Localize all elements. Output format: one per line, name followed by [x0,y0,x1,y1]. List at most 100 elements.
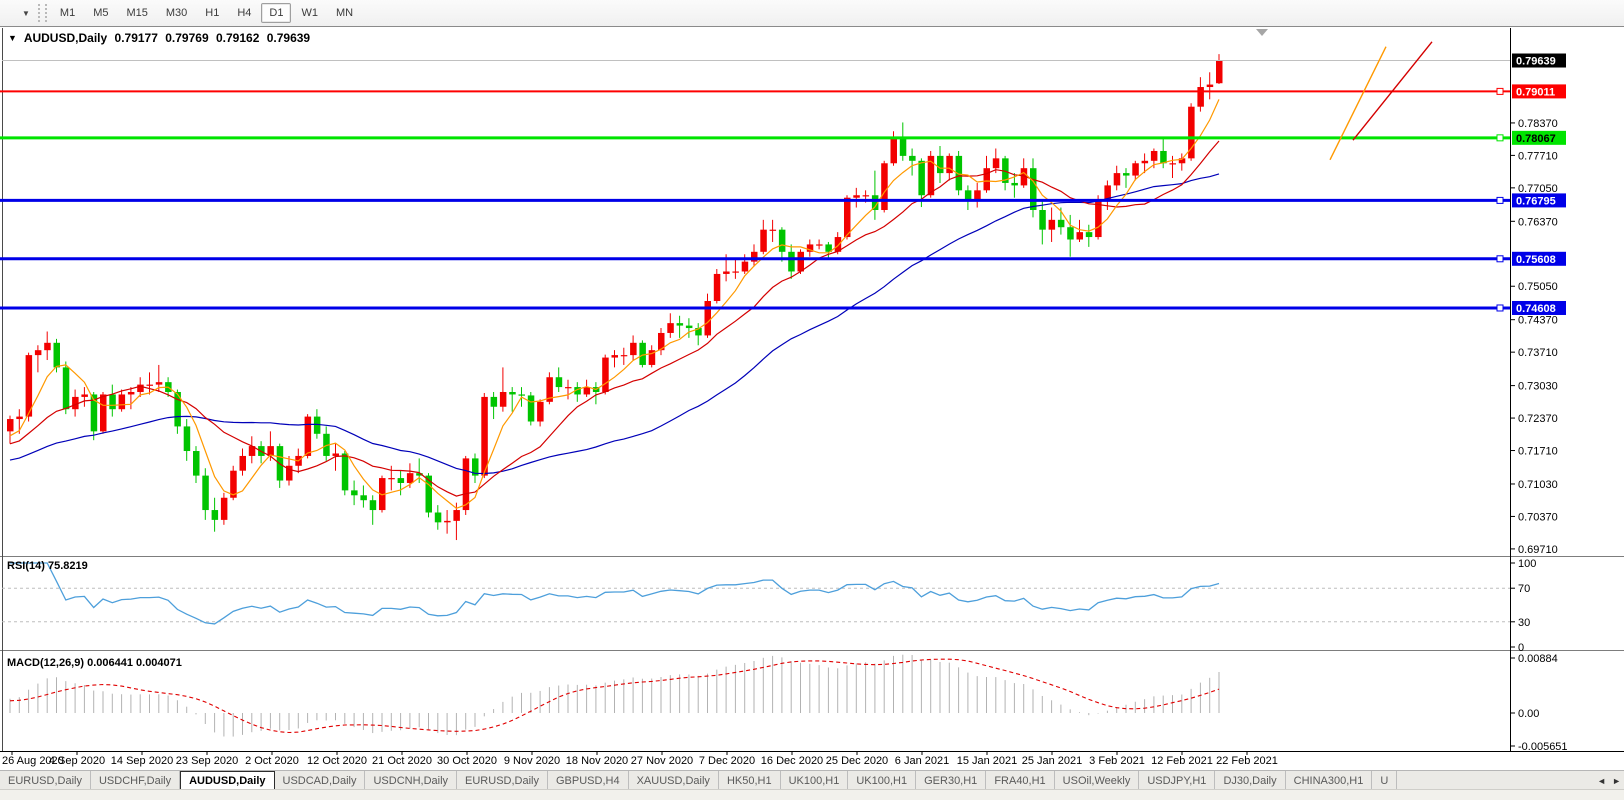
tabs-scroll-left-button[interactable]: ◄ [1597,775,1607,786]
status-bar [0,789,1624,800]
macd-axis-tick: -0.005651 [1518,741,1568,753]
timeframe-button-w1[interactable]: W1 [301,7,318,19]
chart-tab-usdchf-daily[interactable]: USDCHF,Daily [91,771,181,790]
timeframe-button-h4[interactable]: H4 [237,7,252,19]
date-axis-label: 16 Dec 2020 [761,755,823,767]
date-axis-label: 6 Jan 2021 [895,755,949,767]
date-axis-label: 14 Sep 2020 [111,755,173,767]
timeframe-button-mn[interactable]: MN [335,7,354,19]
tabs-scroll-arrows: ◄ ► [1594,771,1624,790]
date-axis-label: 2 Oct 2020 [245,755,299,767]
chart-tab-usdcad-daily[interactable]: USDCAD,Daily [275,771,366,790]
tabs-scroll-right-button[interactable]: ► [1612,775,1621,786]
svg-text:0.78067: 0.78067 [1516,133,1556,145]
chart-shift-marker[interactable] [1256,29,1268,36]
chart-tab-usdcnh-daily[interactable]: USDCNH,Daily [365,771,458,790]
date-axis-label: 25 Jan 2021 [1022,755,1083,767]
chart-window [0,26,1624,771]
price-axis-tick: 0.71030 [1518,479,1558,491]
timeframe-button-h1[interactable]: H1 [205,7,220,19]
rsi-axis-tick: 0 [1518,642,1524,654]
date-axis-label: 21 Oct 2020 [372,755,432,767]
date-axis-label: 7 Dec 2020 [699,755,755,767]
chart-tabs-bar: EURUSD,Daily USDCHF,Daily AUDUSD,Daily USDC… [0,770,1624,790]
cursor-tool-button[interactable]: ▼ [0,0,34,46]
chart-tab-dj30-daily[interactable]: DJ30,Daily [1215,771,1286,790]
line-handle[interactable] [1496,196,1504,204]
chart-tab-uk100-h1[interactable]: UK100,H1 [781,771,849,790]
chart-tab-eurusd-daily[interactable]: EURUSD,Daily [457,771,548,790]
current-price-badge: 0.79639 [1512,53,1566,68]
rsi-axis-tick: 70 [1518,583,1530,595]
chart-tab-hk50-h1[interactable]: HK50,H1 [719,771,781,790]
price-badge-0.76795: 0.76795 [1512,193,1566,208]
cursor-crosshair-icon [4,5,20,46]
macd-signal-line [9,658,1220,734]
timeframe-button-m15[interactable]: M15 [126,7,148,19]
price-badge-0.75608: 0.75608 [1512,251,1566,266]
macd-axis-tick: 0.00 [1518,708,1539,720]
timeframe-toolbar: ▼ M1 M5 M15 M30 H1 H4 D1 W1 MN [0,0,1624,46]
candlestick-series [7,54,1223,541]
ma-fast-line [9,99,1220,509]
macd-axis-tick: 0.00884 [1518,653,1558,665]
date-axis-label: 22 Feb 2021 [1216,755,1278,767]
ma-slow-line [9,173,1220,475]
line-handle[interactable] [1496,87,1504,95]
date-axis-label: 15 Jan 2021 [957,755,1018,767]
price-badge-0.74608: 0.74608 [1512,300,1566,315]
macd-histogram [9,654,1220,737]
price-axis-tick: 0.77710 [1518,150,1558,162]
chart-tab-audusd-daily[interactable]: AUDUSD,Daily [180,771,275,790]
date-axis-label: 4 Sep 2020 [49,755,105,767]
ma-mid-line [9,140,1220,497]
timeframe-button-m30[interactable]: M30 [165,7,188,19]
date-axis-label: 25 Dec 2020 [826,755,888,767]
timeframe-button-d1[interactable]: D1 [261,3,292,23]
line-handle[interactable] [1496,134,1504,142]
trendline-2[interactable] [1352,41,1433,141]
date-axis-label: 12 Feb 2021 [1151,755,1213,767]
chart-tab-truncated[interactable]: U [1372,771,1398,790]
toolbar-grip [37,4,47,22]
price-axis-tick: 0.71710 [1518,446,1558,458]
svg-text:0.79639: 0.79639 [1516,56,1556,68]
date-axis-label: 3 Feb 2021 [1089,755,1145,767]
trendline-1[interactable] [1329,46,1387,161]
price-axis-tick: 0.75050 [1518,281,1558,293]
date-axis-label: 27 Nov 2020 [631,755,693,767]
price-axis-tick: 0.74370 [1518,315,1558,327]
rsi-line [10,562,1220,625]
price-axis-tick: 0.78370 [1518,118,1558,130]
date-axis-label: 23 Sep 2020 [176,755,238,767]
date-axis-label: 12 Oct 2020 [307,755,367,767]
chart-tab-china300-h1[interactable]: CHINA300,H1 [1286,771,1373,790]
date-axis-label: 18 Nov 2020 [566,755,628,767]
chart-canvas[interactable]: 0.78370 0.77710 0.77050 0.76370 0.75050 0.743… [0,26,1624,770]
chart-tab-fra40-h1[interactable]: FRA40,H1 [986,771,1055,790]
price-axis-tick: 0.73030 [1518,381,1558,393]
chart-tab-eurusd-daily[interactable]: EURUSD,Daily [0,771,91,790]
line-handle[interactable] [1496,255,1504,263]
svg-text:0.76795: 0.76795 [1516,195,1556,207]
date-axis-label: 30 Oct 2020 [437,755,497,767]
price-axis-tick: 0.69710 [1518,544,1558,556]
line-handle[interactable] [1496,304,1504,312]
price-axis-tick: 0.72370 [1518,413,1558,425]
timeframe-button-m1[interactable]: M1 [59,7,76,19]
price-axis-tick: 0.76370 [1518,216,1558,228]
chart-tab-gbpusd-h4[interactable]: GBPUSD,H4 [548,771,629,790]
price-axis-tick: 0.70370 [1518,511,1558,523]
chart-tab-xauusd-daily[interactable]: XAUUSD,Daily [629,771,719,790]
date-axis-label: 26 Aug 2020 [2,755,64,767]
chart-tab-uk100-h1[interactable]: UK100,H1 [848,771,917,790]
timeframe-button-m5[interactable]: M5 [93,7,109,19]
chart-tab-usoil-weekly[interactable]: USOil,Weekly [1055,771,1140,790]
chevron-down-icon: ▼ [22,8,30,18]
price-axis-tick: 0.77050 [1518,183,1558,195]
chart-tab-ger30-h1[interactable]: GER30,H1 [916,771,987,790]
chart-tab-usdjpy-h1[interactable]: USDJPY,H1 [1139,771,1216,790]
price-badge-0.78067: 0.78067 [1512,130,1566,145]
svg-text:0.74608: 0.74608 [1516,303,1556,315]
